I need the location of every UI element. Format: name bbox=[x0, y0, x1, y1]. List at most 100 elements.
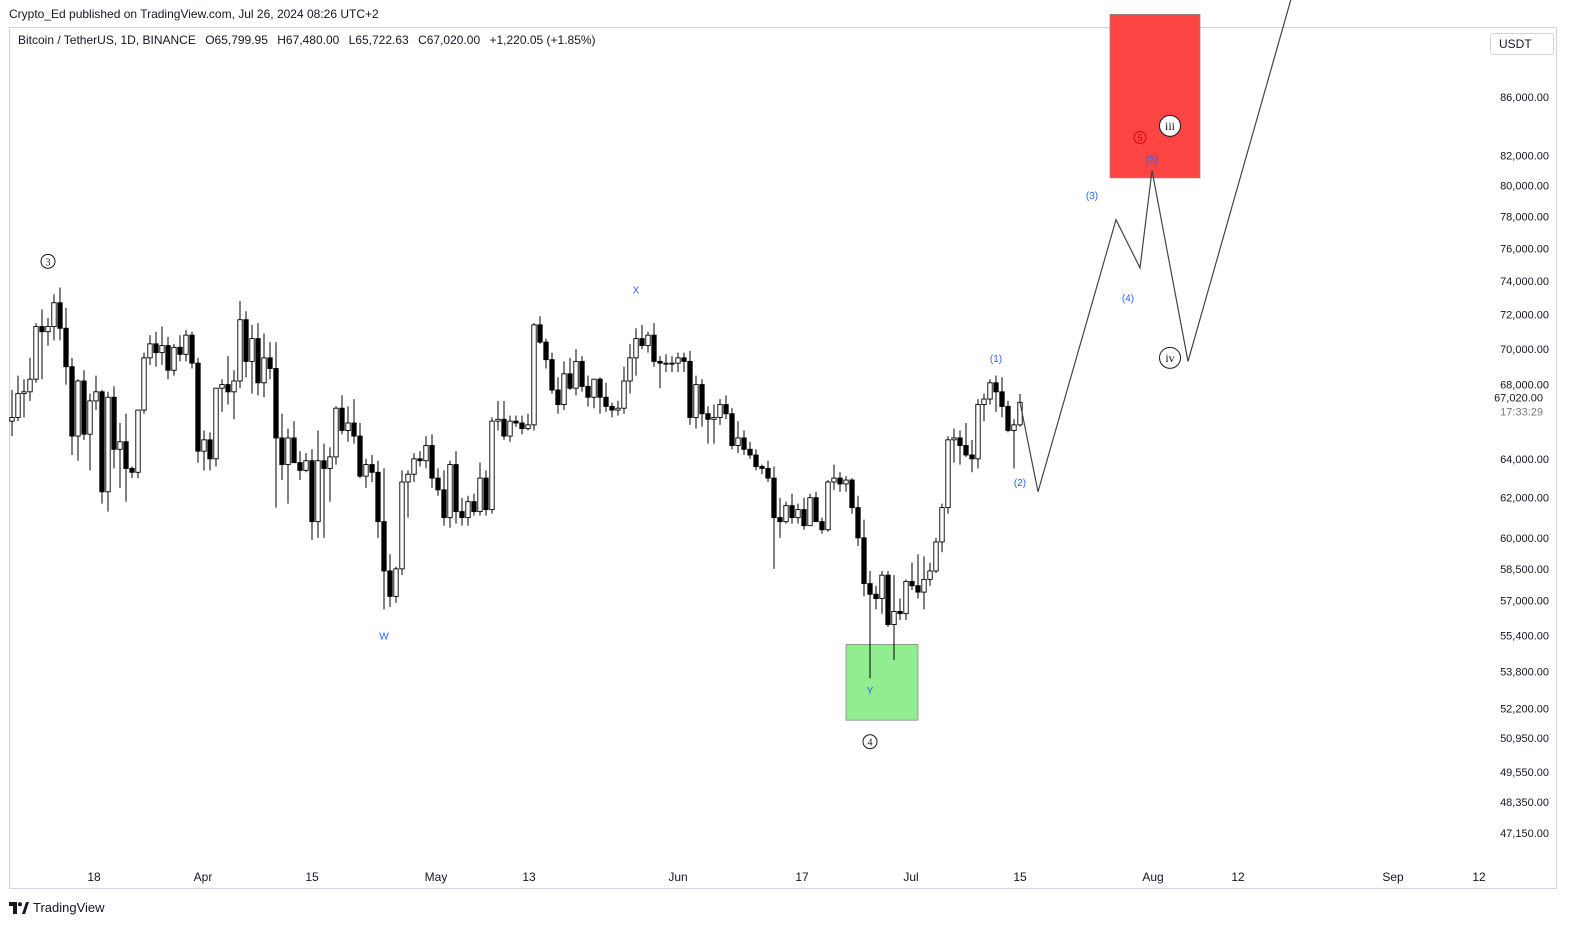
candle bbox=[297, 451, 303, 481]
candle bbox=[519, 415, 525, 435]
candle bbox=[903, 579, 909, 621]
candle-body bbox=[921, 578, 927, 593]
candle-body bbox=[543, 341, 549, 361]
candle bbox=[339, 395, 345, 435]
candle-body bbox=[657, 360, 663, 364]
candle bbox=[687, 350, 693, 425]
wave-labels-layer: 3 4 W X Y (1) (2) (3) (4) (5) 5 iii iv bbox=[40, 114, 1181, 750]
candle-body bbox=[39, 326, 45, 333]
candle bbox=[561, 361, 567, 411]
candle-body bbox=[945, 439, 951, 509]
candle bbox=[435, 468, 441, 496]
candle bbox=[513, 415, 519, 427]
wave-label-circle bbox=[1159, 346, 1181, 369]
candle bbox=[453, 451, 459, 524]
candle bbox=[861, 519, 867, 597]
time-tick-label: 18 bbox=[87, 870, 101, 884]
candle bbox=[189, 331, 195, 369]
candles-layer bbox=[9, 287, 1023, 679]
candle bbox=[807, 493, 813, 527]
candle-body bbox=[669, 362, 675, 365]
currency-button[interactable]: USDT bbox=[1490, 33, 1554, 55]
candle-body bbox=[627, 357, 633, 382]
candle bbox=[747, 441, 753, 459]
candle-body bbox=[477, 477, 483, 513]
candle bbox=[621, 366, 627, 414]
candle bbox=[531, 323, 537, 431]
candle bbox=[39, 309, 45, 380]
candle bbox=[717, 399, 723, 425]
candle-body bbox=[411, 458, 417, 475]
candle bbox=[33, 323, 39, 383]
candle bbox=[951, 428, 957, 463]
candle-body bbox=[831, 477, 837, 483]
wave-label-circle bbox=[40, 253, 56, 269]
wave-label: 3 bbox=[40, 253, 56, 269]
candle-body bbox=[117, 441, 123, 450]
time-axis: 18 Apr 15 May 13 Jun 17 Jul 15 Aug 12 Sep 12 bbox=[87, 870, 1486, 884]
candle-body bbox=[681, 357, 687, 362]
candle-body bbox=[975, 404, 981, 460]
candle-body bbox=[435, 477, 441, 491]
price-tick-label: 58,500.00 bbox=[1500, 564, 1549, 576]
candle-body bbox=[375, 471, 381, 523]
candle-body bbox=[705, 413, 711, 420]
candle bbox=[975, 399, 981, 469]
candle-body bbox=[675, 357, 681, 364]
candle-body bbox=[9, 416, 15, 422]
candle bbox=[759, 464, 765, 475]
candle bbox=[921, 556, 927, 610]
candle bbox=[429, 434, 435, 488]
price-tick-label: 53,800.00 bbox=[1500, 666, 1549, 678]
candle bbox=[387, 554, 393, 608]
candle bbox=[663, 354, 669, 373]
candle bbox=[567, 357, 573, 390]
candle bbox=[165, 336, 171, 380]
candle-body bbox=[483, 477, 489, 511]
candle-body bbox=[651, 334, 657, 362]
candle-body bbox=[807, 497, 813, 527]
wave-label: (4) bbox=[1122, 294, 1134, 305]
candle-body bbox=[861, 537, 867, 585]
price-tick-label: 60,000.00 bbox=[1500, 533, 1549, 545]
candle bbox=[819, 517, 825, 534]
candle bbox=[15, 375, 21, 422]
candle-body bbox=[279, 437, 285, 466]
candle bbox=[957, 430, 963, 465]
candle-body bbox=[99, 391, 105, 493]
candle-body bbox=[693, 384, 699, 418]
ohlc-high: H67,480.00 bbox=[277, 33, 340, 47]
symbol-name[interactable]: Bitcoin / TetherUS, 1D, BINANCE bbox=[18, 33, 196, 47]
time-tick-label: Sep bbox=[1382, 870, 1404, 884]
candle bbox=[885, 570, 891, 627]
wave-label-text: iv bbox=[1165, 351, 1174, 365]
candle bbox=[537, 316, 543, 344]
time-tick-label: 12 bbox=[1231, 870, 1245, 884]
candle bbox=[369, 455, 375, 483]
candle bbox=[243, 311, 249, 378]
candle-body bbox=[267, 357, 273, 369]
wave-label: (3) bbox=[1086, 191, 1098, 202]
candle-body bbox=[459, 511, 465, 519]
candle bbox=[45, 317, 51, 346]
candle bbox=[555, 377, 561, 414]
candle bbox=[753, 449, 759, 471]
candle-body bbox=[261, 357, 267, 384]
footer: TradingView bbox=[9, 900, 105, 915]
tradingview-logo-icon bbox=[9, 901, 29, 914]
candle bbox=[771, 466, 777, 569]
candle bbox=[27, 357, 33, 401]
candle bbox=[777, 497, 783, 538]
candle-body bbox=[177, 346, 183, 355]
candle bbox=[489, 417, 495, 514]
wave-label-text: (4) bbox=[1122, 294, 1134, 305]
candle bbox=[501, 400, 507, 440]
candle-body bbox=[747, 448, 753, 456]
candle bbox=[825, 480, 831, 532]
time-tick-label: 13 bbox=[522, 870, 536, 884]
candle-body bbox=[963, 445, 969, 456]
candle-body bbox=[171, 346, 177, 371]
candle bbox=[441, 470, 447, 526]
zones-layer bbox=[845, 14, 1201, 721]
